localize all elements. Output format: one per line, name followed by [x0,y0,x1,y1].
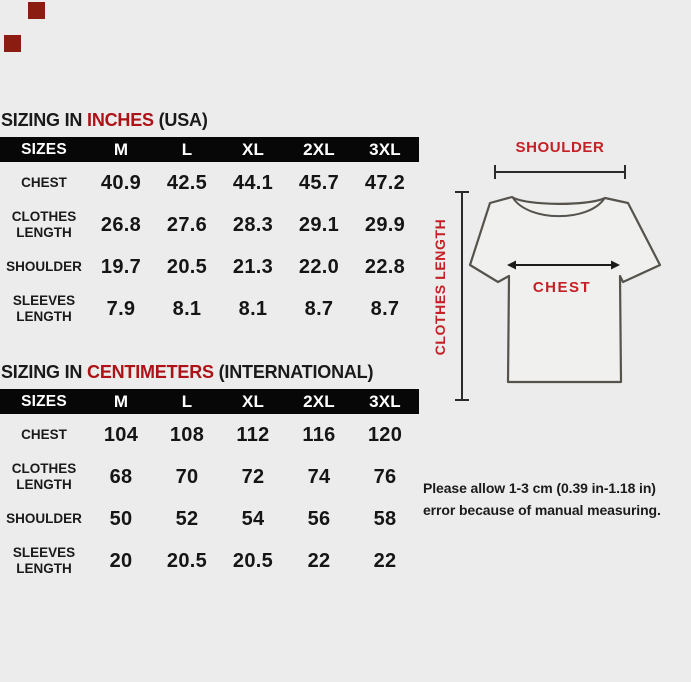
decorative-red-square [4,35,21,52]
size-value: 20.5 [166,255,208,278]
size-value: 50 [109,507,133,530]
size-value: 22.8 [364,255,406,278]
size-value: 52 [175,507,199,530]
header-cell: XL [241,391,265,411]
table-row: SHOULDER 50 52 54 56 58 [0,498,419,540]
size-value: 22 [307,549,331,572]
table-body: CHEST 40.9 42.5 44.1 45.7 47.2 CLOTHES LENGTH 2… [0,162,419,330]
size-value: 120 [367,423,403,446]
row-label: CLOTHES LENGTH [11,208,77,240]
size-value: 42.5 [166,171,208,194]
size-value: 19.7 [100,255,142,278]
inches-table: SIZES M L XL 2XL 3XL CHEST 40.9 42.5 44.1 45.7 47.… [0,137,419,330]
row-label: SLEEVES LENGTH [12,544,76,576]
size-value: 76 [373,465,397,488]
size-value: 27.6 [166,213,208,236]
row-label: SHOULDER [6,258,82,274]
header-cell: L [181,391,193,411]
size-value: 28.3 [232,213,274,236]
header-cell: SIZES [21,392,67,410]
size-value: 8.1 [172,297,202,320]
header-cell: 2XL [303,139,335,159]
table-row: SLEEVES LENGTH 7.9 8.1 8.1 8.7 8.7 [0,288,419,330]
chest-diagram-label: CHEST [532,279,592,296]
header-cell: XL [241,139,265,159]
size-value: 29.9 [364,213,406,236]
size-value: 21.3 [232,255,274,278]
title-prefix: SIZING IN [1,362,88,382]
clothes-length-diagram-label: CLOTHES LENGTH [432,218,448,356]
size-value: 108 [169,423,205,446]
size-value: 72 [241,465,265,488]
row-label: CLOTHES LENGTH [11,460,77,492]
shoulder-measure-line [494,165,626,179]
size-value: 8.7 [370,297,400,320]
table-header-row: SIZES M L XL 2XL 3XL [0,389,419,414]
size-value: 44.1 [232,171,274,194]
row-label: SHOULDER [6,510,82,526]
size-value: 104 [103,423,139,446]
row-label: CHEST [21,174,67,190]
size-value: 8.7 [304,297,334,320]
header-cell: 3XL [369,139,401,159]
inches-table-title: SIZING IN INCHES (USA) [1,110,208,131]
table-row: SHOULDER 19.7 20.5 21.3 22.0 22.8 [0,246,419,288]
title-unit-inches: INCHES [87,110,154,130]
size-value: 40.9 [100,171,142,194]
size-value: 8.1 [238,297,268,320]
tshirt-outline [468,195,662,384]
table-header-row: SIZES M L XL 2XL 3XL [0,137,419,162]
title-prefix: SIZING IN [1,110,88,130]
size-value: 29.1 [298,213,340,236]
size-value: 56 [307,507,331,530]
title-suffix: (INTERNATIONAL) [213,362,374,382]
tshirt-collar [512,197,605,218]
header-cell: M [113,139,129,159]
note-line-2: error because of manual measuring. [423,502,661,518]
size-value: 70 [175,465,199,488]
title-unit-centimeters: CENTIMETERS [87,362,214,382]
size-value: 54 [241,507,265,530]
size-value: 58 [373,507,397,530]
table-row: CLOTHES LENGTH 26.8 27.6 28.3 29.1 29.9 [0,204,419,246]
title-suffix: (USA) [153,110,208,130]
header-cell: SIZES [21,140,67,158]
table-row: CHEST 40.9 42.5 44.1 45.7 47.2 [0,162,419,204]
size-value: 116 [302,423,336,446]
size-value: 22 [373,549,397,572]
row-label: SLEEVES LENGTH [12,292,76,324]
size-value: 112 [236,423,270,446]
table-body: CHEST 104 108 112 116 120 CLOTHES LENGTH 68 70 72… [0,414,419,582]
centimeters-table: SIZES M L XL 2XL 3XL CHEST 104 108 112 116 120 CLOT… [0,389,419,582]
decorative-red-square [28,2,45,19]
clothes-length-measure-line [455,191,469,401]
size-value: 47.2 [364,171,406,194]
measuring-error-note: Please allow 1-3 cm (0.39 in-1.18 in) er… [423,477,691,521]
header-cell: M [113,391,129,411]
size-value: 45.7 [298,171,340,194]
tshirt-diagram [455,165,662,401]
size-value: 68 [109,465,133,488]
note-line-1: Please allow 1-3 cm (0.39 in-1.18 in) [423,480,656,496]
size-value: 20.5 [166,549,208,572]
table-row: CHEST 104 108 112 116 120 [0,414,419,456]
table-row: CLOTHES LENGTH 68 70 72 74 76 [0,456,419,498]
size-value: 26.8 [100,213,142,236]
shoulder-diagram-label: SHOULDER [515,139,605,156]
centimeters-table-title: SIZING IN CENTIMETERS (INTERNATIONAL) [1,362,373,383]
size-value: 22.0 [298,255,340,278]
size-value: 7.9 [106,297,136,320]
size-value: 74 [307,465,331,488]
size-value: 20 [109,549,133,572]
table-row: SLEEVES LENGTH 20 20.5 20.5 22 22 [0,540,419,582]
chest-arrow [507,260,620,270]
header-cell: 3XL [369,391,401,411]
header-cell: 2XL [303,391,335,411]
row-label: CHEST [21,426,67,442]
header-cell: L [181,139,193,159]
size-value: 20.5 [232,549,274,572]
